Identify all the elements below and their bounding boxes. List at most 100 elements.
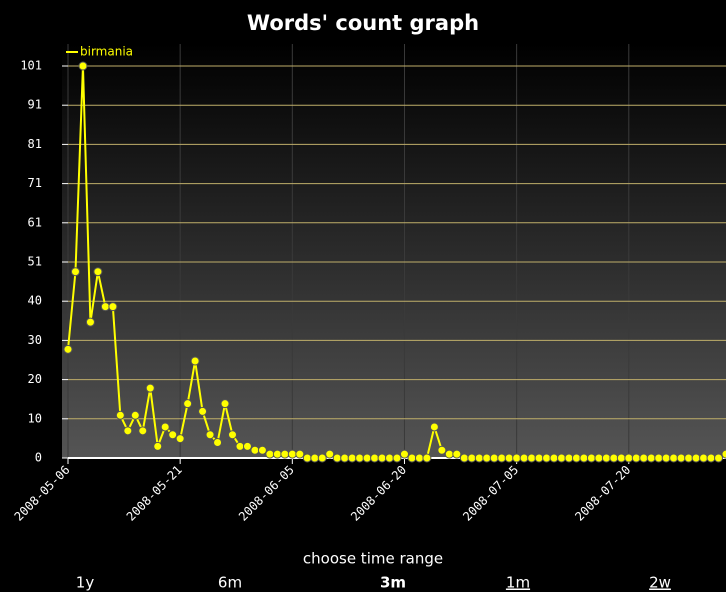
data-point [684,453,694,463]
data-point [422,453,432,463]
data-point [370,453,380,463]
data-point [153,441,163,451]
data-point [497,453,507,463]
data-point [265,449,275,459]
data-point [437,445,447,455]
y-tick-label: 91 [28,98,42,112]
data-point [205,430,215,440]
data-point [519,453,529,463]
y-tick-label: 10 [28,411,42,425]
data-point [549,453,559,463]
data-point [699,453,709,463]
data-point [168,430,178,440]
data-point [302,453,312,463]
data-point [512,453,522,463]
data-point [123,426,133,436]
data-point [691,453,701,463]
x-tick-label: 2008-07-05 [460,463,521,524]
data-point [571,453,581,463]
data-point [444,449,454,459]
data-point [213,437,223,447]
time-range-option[interactable]: 6m [218,574,242,592]
data-point [280,449,290,459]
time-range-label: choose time range [303,550,443,568]
data-point [63,344,73,354]
data-point [100,302,110,312]
data-point [482,453,492,463]
data-point [474,453,484,463]
data-point [287,449,297,459]
data-point [355,453,365,463]
time-range-option[interactable]: 2w [649,574,671,592]
data-point [257,445,267,455]
data-point [145,383,155,393]
data-point [93,267,103,277]
x-tick-label: 2008-06-05 [236,463,297,524]
data-point [624,453,634,463]
data-point [198,406,208,416]
data-point [250,445,260,455]
data-point [631,453,641,463]
plot-area [62,44,726,458]
legend-label: birmania [80,45,133,59]
data-point [706,453,716,463]
data-point [228,430,237,440]
data-point [504,453,514,463]
data-point [721,449,726,459]
data-point [489,453,499,463]
data-point [467,453,477,463]
data-point [399,449,409,459]
time-range-option[interactable]: 1m [506,574,530,592]
y-tick-label: 30 [28,333,42,347]
data-point [601,453,611,463]
y-tick-label: 101 [20,59,42,73]
data-point [654,453,664,463]
data-point [661,453,671,463]
data-point [85,317,95,327]
data-point [639,453,649,463]
time-range-option[interactable]: 1y [76,574,95,592]
x-tick-label: 2008-05-21 [124,463,185,524]
x-tick-label: 2008-05-06 [12,463,73,524]
data-point [392,453,402,463]
data-point [78,61,88,71]
data-point [527,453,537,463]
data-point [452,449,462,459]
data-point [609,453,619,463]
data-point [669,453,679,463]
data-point [714,453,724,463]
y-tick-label: 0 [35,451,42,465]
data-point [108,302,118,312]
data-point [332,453,342,463]
data-point [429,422,439,432]
data-point [594,453,604,463]
data-point [362,453,372,463]
data-point [676,453,686,463]
x-tick-label: 2008-06-20 [348,463,409,524]
data-point [616,453,626,463]
data-point [70,267,80,277]
data-point [557,453,566,463]
y-tick-label: 20 [28,372,42,386]
data-point [190,356,200,366]
data-point [317,453,327,463]
data-point [407,453,417,463]
data-point [459,453,469,463]
data-point [183,399,193,409]
data-point [242,441,252,451]
data-point [586,453,596,463]
data-point [160,422,170,432]
data-point [646,453,656,463]
data-point [385,453,395,463]
data-point [347,453,357,463]
data-point [220,399,230,409]
data-point [564,453,574,463]
time-range-option[interactable]: 3m [380,574,406,592]
y-tick-label: 61 [28,215,42,229]
y-tick-label: 51 [28,255,42,269]
data-point [340,453,350,463]
chart-title: Words' count graph [247,11,479,35]
y-tick-label: 81 [28,137,42,151]
data-point [542,453,552,463]
